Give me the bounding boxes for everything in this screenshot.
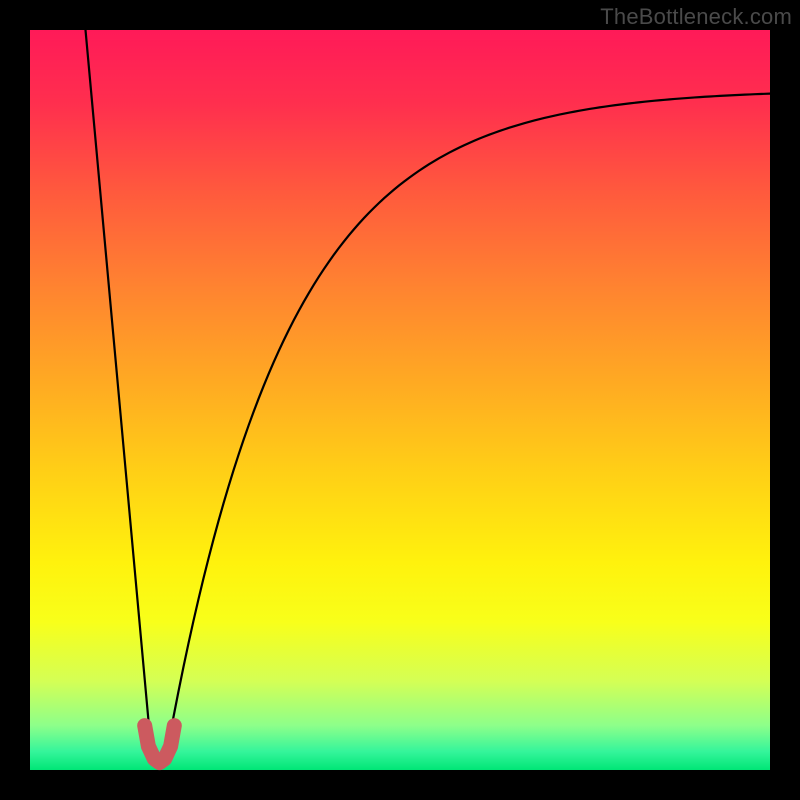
bottleneck-chart-svg bbox=[0, 0, 800, 800]
chart-stage: TheBottleneck.com bbox=[0, 0, 800, 800]
plot-gradient-area bbox=[30, 30, 770, 770]
watermark-text: TheBottleneck.com bbox=[600, 4, 792, 30]
